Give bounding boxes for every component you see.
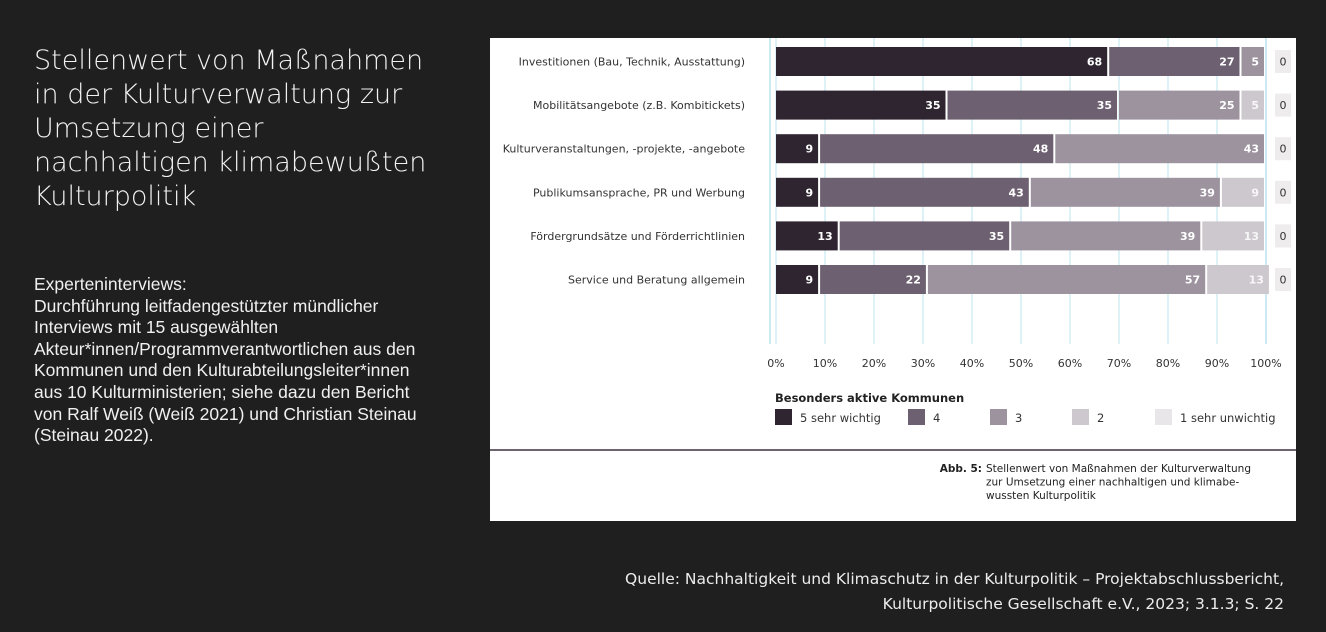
description-heading: Experteninterviews: <box>34 274 187 294</box>
data-label: 13 <box>1244 230 1259 243</box>
x-tick-label: 50% <box>1009 357 1033 370</box>
page-title: Stellenwert von Maßnahmen in der Kulturv… <box>34 45 427 212</box>
right-value-label: 0 <box>1280 274 1287 287</box>
data-label: 35 <box>925 99 940 112</box>
bar-segment <box>820 265 926 294</box>
data-label: 39 <box>1200 186 1215 199</box>
legend-label: 2 <box>1097 411 1104 425</box>
bar-segment <box>776 177 819 207</box>
bar-segment <box>947 90 1117 120</box>
right-value-label: 0 <box>1280 186 1287 199</box>
legend-label: 1 sehr unwichtig <box>1180 411 1276 425</box>
bar-segment <box>1011 221 1201 251</box>
bar-segment <box>1055 134 1264 164</box>
zero-box <box>1275 50 1291 73</box>
x-tick-label: 0% <box>767 357 784 370</box>
data-label: 43 <box>1244 143 1259 156</box>
legend-title: Besonders aktive Kommunen <box>775 391 964 405</box>
zero-box <box>1275 268 1291 291</box>
bar-segment <box>1030 177 1220 207</box>
chart-panel: Investitionen (Bau, Technik, Ausstattung… <box>490 38 1296 521</box>
right-value-label: 0 <box>1280 56 1287 69</box>
data-label: 35 <box>1097 99 1112 112</box>
bar-segment <box>1221 177 1264 207</box>
bar-segment <box>927 265 1206 294</box>
stacked-bar-chart: Investitionen (Bau, Technik, Ausstattung… <box>490 38 1296 502</box>
data-label: 25 <box>1219 99 1234 112</box>
right-value-label: 0 <box>1280 99 1287 112</box>
data-label: 68 <box>1087 56 1102 69</box>
data-label: 22 <box>906 274 921 287</box>
legend-swatch <box>1155 409 1172 425</box>
bar-segment <box>1241 90 1264 120</box>
bar-segment <box>1119 90 1240 120</box>
data-label: 5 <box>1251 56 1259 69</box>
bar-segment <box>776 134 819 164</box>
x-tick-label: 20% <box>862 357 886 370</box>
x-tick-label: 100% <box>1250 357 1281 370</box>
category-label: Kulturveranstaltungen, -projekte, -angeb… <box>503 143 746 156</box>
source-note: Quelle: Nachhaltigkeit und Klimaschutz i… <box>524 567 1284 617</box>
right-value-label: 0 <box>1280 143 1287 156</box>
data-label: 35 <box>989 230 1004 243</box>
data-label: 9 <box>1251 186 1259 199</box>
bar-segment <box>1207 265 1269 294</box>
legend-label: 4 <box>933 411 940 425</box>
bar-segment <box>776 265 819 294</box>
category-label: Investitionen (Bau, Technik, Ausstattung… <box>519 56 745 69</box>
data-label: 48 <box>1033 143 1048 156</box>
description: Experteninterviews: Durchführung leitfad… <box>34 274 439 447</box>
x-tick-label: 40% <box>960 357 984 370</box>
x-tick-label: 60% <box>1058 357 1082 370</box>
zero-box <box>1275 93 1291 117</box>
legend-swatch <box>1072 409 1089 425</box>
x-tick-label: 80% <box>1156 357 1180 370</box>
zero-box <box>1275 180 1291 204</box>
caption-line: Stellenwert von Maßnahmen der Kulturverw… <box>986 463 1251 475</box>
legend-label: 3 <box>1015 411 1022 425</box>
data-label: 9 <box>805 186 813 199</box>
bar-segment <box>820 177 1029 207</box>
category-label: Fördergrundsätze und Förderrichtlinien <box>530 230 745 243</box>
legend-swatch <box>990 409 1007 425</box>
bar-segment <box>776 47 1108 76</box>
source-line-1: Quelle: Nachhaltigkeit und Klimaschutz i… <box>625 570 1284 588</box>
x-tick-label: 90% <box>1205 357 1229 370</box>
description-body: Durchführung leitfadengestützter mündlic… <box>34 295 417 446</box>
category-label: Mobilitätsangebote (z.B. Kombitickets) <box>533 99 745 112</box>
caption-label: Abb. 5: <box>940 463 982 475</box>
bar-segment <box>776 221 838 251</box>
legend-label: 5 sehr wichtig <box>800 411 881 425</box>
data-label: 5 <box>1251 99 1259 112</box>
data-label: 27 <box>1219 56 1234 69</box>
zero-box <box>1275 224 1291 248</box>
data-label: 9 <box>805 143 813 156</box>
x-tick-label: 70% <box>1107 357 1131 370</box>
data-label: 13 <box>817 230 832 243</box>
zero-box <box>1275 137 1291 161</box>
bar-segment <box>839 221 1010 251</box>
category-label: Publikumsansprache, PR und Werbung <box>533 186 745 199</box>
source-line-2: Kulturpolitische Gesellschaft e.V., 2023… <box>882 595 1284 613</box>
category-label: Service und Beratung allgemein <box>568 274 745 287</box>
right-value-label: 0 <box>1280 230 1287 243</box>
bar-segment <box>1241 47 1264 76</box>
data-label: 13 <box>1249 274 1264 287</box>
data-label: 43 <box>1008 186 1023 199</box>
bar-segment <box>1109 47 1240 76</box>
data-label: 9 <box>805 274 813 287</box>
data-label: 57 <box>1185 274 1200 287</box>
caption-line: zur Umsetzung einer nachhaltigen und kli… <box>986 477 1239 489</box>
caption-line: wussten Kulturpolitik <box>986 490 1097 502</box>
x-tick-label: 10% <box>813 357 837 370</box>
x-tick-label: 30% <box>911 357 935 370</box>
bar-segment <box>776 90 946 120</box>
data-label: 39 <box>1180 230 1195 243</box>
legend-swatch <box>775 409 792 425</box>
bar-segment <box>820 134 1054 164</box>
bar-segment <box>1202 221 1264 251</box>
legend-swatch <box>908 409 925 425</box>
